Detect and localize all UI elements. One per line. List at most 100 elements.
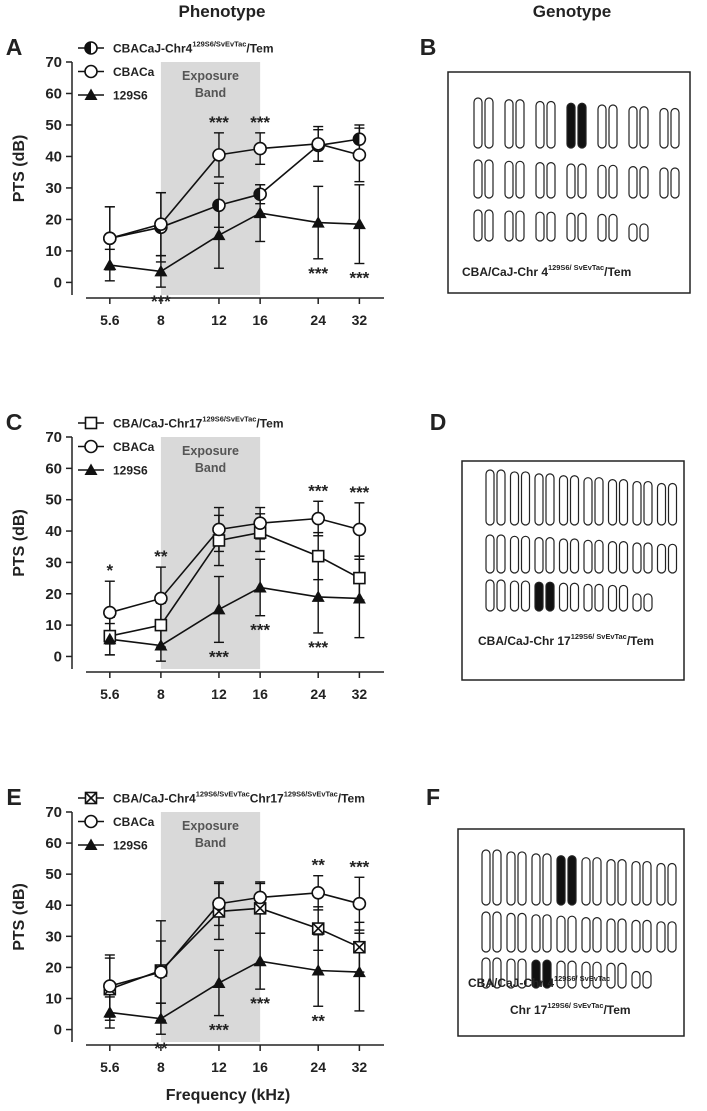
marker-shape — [254, 902, 267, 915]
significance-label: ** — [312, 1011, 326, 1030]
column-header: Genotype — [533, 2, 611, 21]
marker-shape — [311, 216, 325, 228]
x-tick-label: 24 — [310, 1059, 326, 1075]
series-line — [109, 138, 360, 240]
chromosome — [566, 212, 576, 242]
legend-marker — [84, 88, 98, 100]
chromosome — [556, 915, 566, 953]
exposure-band — [160, 62, 261, 295]
chromosome — [535, 162, 545, 199]
chromosome — [592, 857, 602, 906]
data-point — [253, 141, 267, 156]
chromosome — [531, 914, 541, 953]
chromosome — [515, 99, 525, 149]
y-tick-label: 10 — [45, 243, 62, 260]
chromosome — [484, 97, 494, 149]
genotype-label-part: CBA/CaJ-Chr 17 — [478, 634, 571, 648]
chromosome — [628, 223, 638, 242]
data-point — [154, 264, 168, 277]
y-tick-label: 30 — [45, 554, 62, 571]
chromosome — [594, 477, 604, 526]
chromosome — [592, 916, 602, 953]
legend-marker — [84, 463, 98, 475]
marker-shape — [212, 896, 226, 911]
genotype-label: CBA/CaJ-Chr 4129S6/ SvEvTac/Tem — [462, 263, 631, 279]
marker-shape — [311, 549, 325, 563]
data-point — [353, 571, 366, 585]
marker-shape — [253, 516, 267, 531]
chromosome — [618, 479, 629, 526]
data-point — [154, 591, 168, 606]
chromosome — [567, 855, 577, 906]
marker-shape — [212, 976, 226, 988]
marker-shape — [84, 416, 98, 430]
x-tick-label: 32 — [352, 1059, 368, 1075]
chromosome — [656, 543, 667, 574]
chromosome — [642, 970, 652, 989]
x-tick-label: 16 — [252, 1059, 268, 1075]
legend-label: CBACa — [113, 815, 155, 829]
y-tick-label: 60 — [45, 835, 62, 852]
chromosome — [546, 162, 556, 199]
panel-letter: A — [6, 34, 23, 60]
significance-label: *** — [209, 647, 229, 666]
chromosome — [517, 851, 527, 906]
chromosome — [534, 581, 544, 612]
x-tick-label: 24 — [310, 686, 326, 702]
chromosome — [639, 106, 649, 149]
data-point — [253, 580, 267, 593]
data-point — [253, 206, 267, 219]
chromosome — [473, 159, 483, 199]
y-tick-label: 0 — [54, 274, 62, 291]
y-tick-label: 50 — [45, 866, 62, 883]
x-tick-label: 12 — [211, 1059, 227, 1075]
legend-marker — [84, 416, 98, 430]
chromosome — [492, 849, 502, 906]
chromosome — [473, 209, 483, 242]
data-point — [352, 217, 366, 230]
chromosome — [667, 543, 678, 574]
chromosome — [632, 480, 642, 526]
data-point — [154, 638, 168, 651]
y-tick-label: 10 — [45, 617, 62, 634]
x-tick-label: 16 — [252, 686, 268, 702]
chromosome — [481, 957, 491, 989]
marker-shape — [84, 838, 98, 850]
chromosome — [583, 583, 593, 612]
chromosome — [581, 857, 591, 906]
x-tick-label: 32 — [352, 686, 368, 702]
chromosome — [594, 583, 604, 612]
marker-shape — [311, 886, 326, 900]
panel-letter: F — [426, 784, 440, 810]
marker-shape — [352, 522, 367, 537]
marker-shape — [103, 231, 117, 246]
chromosome — [569, 582, 580, 612]
chromosome — [583, 477, 593, 526]
data-point — [352, 591, 366, 604]
marker-shape — [212, 228, 226, 241]
band-label: Band — [195, 86, 226, 100]
chromosome — [515, 160, 525, 199]
genotype-label-part: 129S6/ SvEvTac — [554, 974, 610, 983]
panel-letter: E — [6, 784, 21, 810]
data-point — [352, 965, 366, 978]
data-point — [212, 896, 226, 911]
marker-shape — [85, 42, 91, 54]
genotype-label-part: /Tem — [603, 1003, 630, 1017]
chromosome — [569, 538, 580, 574]
chromosome — [631, 860, 641, 906]
legend-label-part: CBA/CaJ-Chr4 — [113, 792, 196, 806]
data-point — [311, 922, 325, 935]
data-point — [154, 618, 168, 632]
chromosome — [642, 860, 652, 906]
marker-shape — [212, 522, 226, 537]
y-axis-label: PTS (dB) — [11, 883, 28, 951]
chromosome — [597, 213, 607, 242]
chromosome — [643, 593, 653, 612]
chromosome — [606, 859, 616, 906]
data-point — [311, 549, 325, 563]
chromosome — [577, 102, 587, 149]
marker-shape — [84, 814, 98, 829]
legend-label: 129S6 — [113, 464, 148, 478]
